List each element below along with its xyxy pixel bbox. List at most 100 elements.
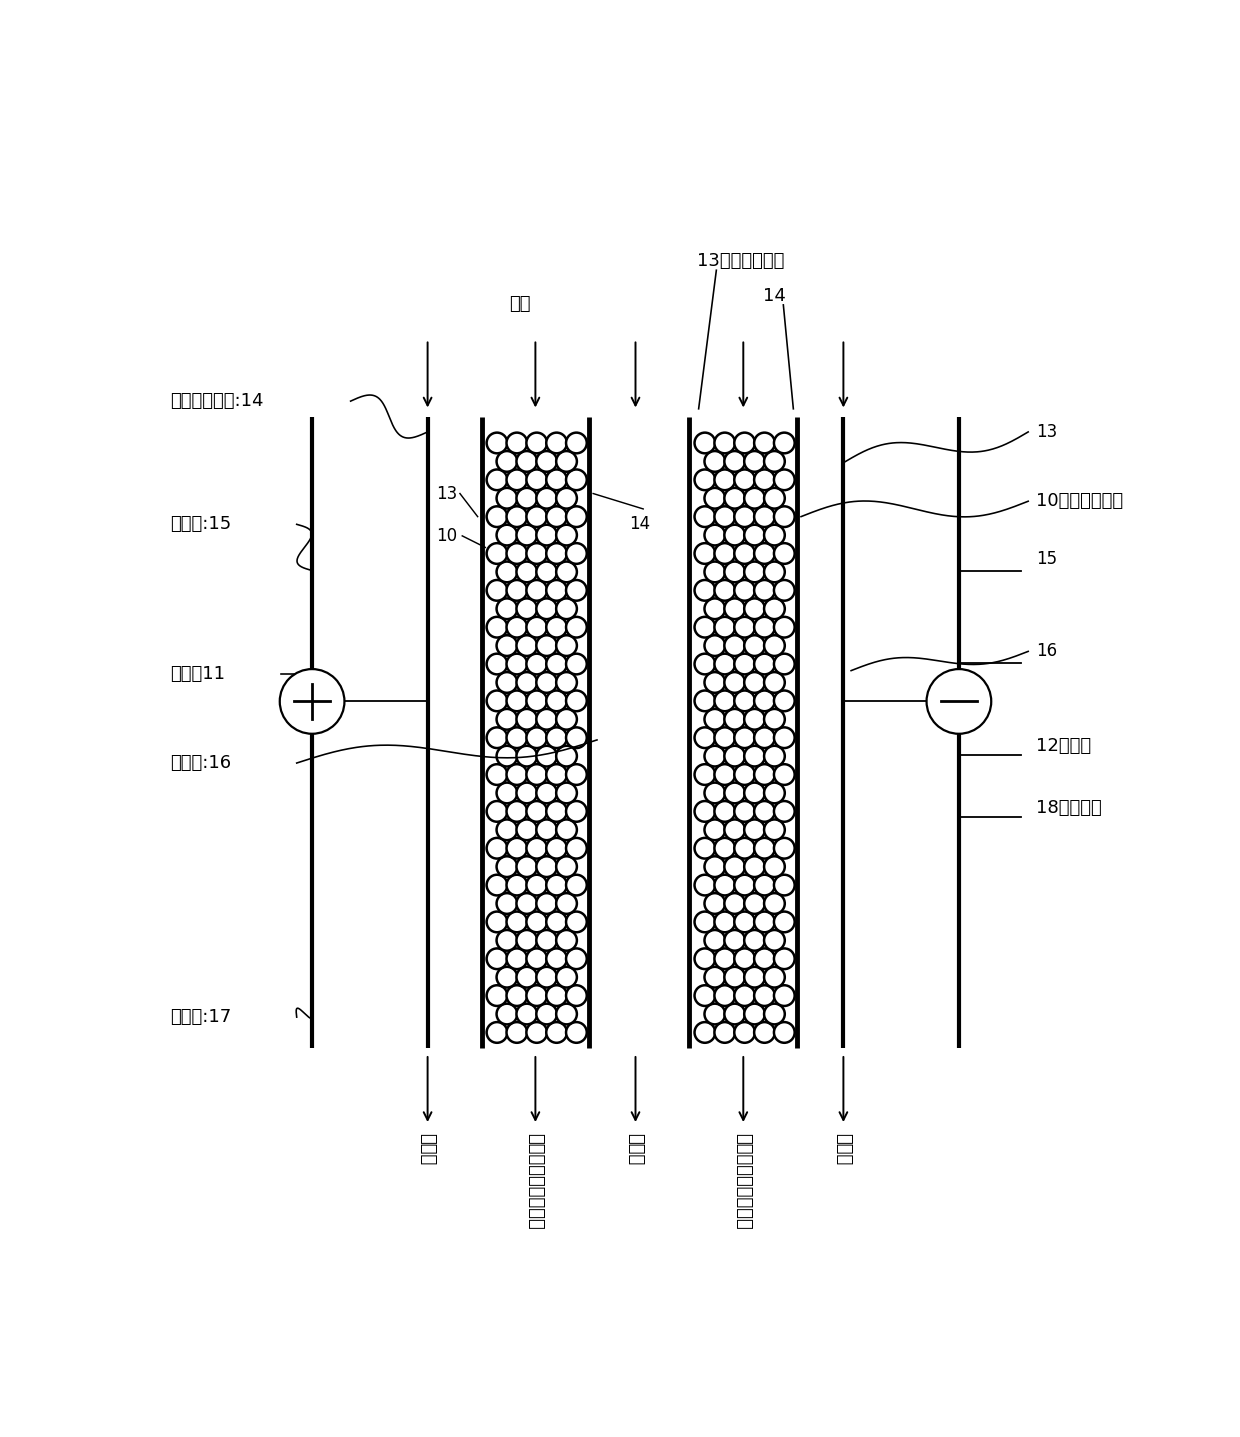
Circle shape xyxy=(714,616,735,638)
Circle shape xyxy=(774,800,795,822)
Circle shape xyxy=(486,1022,507,1043)
Circle shape xyxy=(694,470,715,490)
Circle shape xyxy=(704,783,725,803)
Circle shape xyxy=(714,470,735,490)
Circle shape xyxy=(557,894,577,914)
Circle shape xyxy=(764,930,785,951)
Circle shape xyxy=(547,581,567,601)
Circle shape xyxy=(537,562,557,582)
Circle shape xyxy=(764,635,785,655)
Circle shape xyxy=(526,691,547,711)
Circle shape xyxy=(565,800,587,822)
Circle shape xyxy=(764,1003,785,1025)
Circle shape xyxy=(486,764,507,785)
Circle shape xyxy=(537,489,557,509)
Circle shape xyxy=(714,543,735,563)
Circle shape xyxy=(744,635,765,655)
Circle shape xyxy=(694,986,715,1006)
Circle shape xyxy=(704,894,725,914)
Circle shape xyxy=(744,708,765,730)
Circle shape xyxy=(486,948,507,969)
Circle shape xyxy=(486,727,507,749)
Circle shape xyxy=(516,894,537,914)
Circle shape xyxy=(694,1022,715,1043)
Circle shape xyxy=(526,433,547,453)
Circle shape xyxy=(486,616,507,638)
Text: 浓缩水: 浓缩水 xyxy=(835,1132,852,1165)
Circle shape xyxy=(774,948,795,969)
Circle shape xyxy=(506,727,527,749)
Circle shape xyxy=(724,1003,745,1025)
Circle shape xyxy=(734,838,755,858)
Circle shape xyxy=(565,616,587,638)
Circle shape xyxy=(565,581,587,601)
Circle shape xyxy=(547,616,567,638)
Circle shape xyxy=(694,727,715,749)
Circle shape xyxy=(724,783,745,803)
Circle shape xyxy=(486,838,507,858)
Circle shape xyxy=(557,967,577,987)
Circle shape xyxy=(537,783,557,803)
Circle shape xyxy=(537,967,557,987)
Circle shape xyxy=(557,673,577,693)
Circle shape xyxy=(496,562,517,582)
Circle shape xyxy=(496,930,517,951)
Circle shape xyxy=(724,451,745,471)
Circle shape xyxy=(547,727,567,749)
Circle shape xyxy=(754,654,775,674)
Circle shape xyxy=(714,727,735,749)
Circle shape xyxy=(557,598,577,619)
Circle shape xyxy=(516,598,537,619)
Circle shape xyxy=(557,1003,577,1025)
Circle shape xyxy=(496,819,517,841)
Text: 阳极室:17: 阳极室:17 xyxy=(170,1009,231,1026)
Circle shape xyxy=(704,967,725,987)
Circle shape xyxy=(547,764,567,785)
Circle shape xyxy=(486,875,507,895)
Circle shape xyxy=(516,930,537,951)
Circle shape xyxy=(764,451,785,471)
Circle shape xyxy=(496,783,517,803)
Circle shape xyxy=(526,986,547,1006)
Circle shape xyxy=(744,819,765,841)
Circle shape xyxy=(526,1022,547,1043)
Text: 原水: 原水 xyxy=(510,295,531,313)
Circle shape xyxy=(774,654,795,674)
Circle shape xyxy=(565,1022,587,1043)
Circle shape xyxy=(694,654,715,674)
Circle shape xyxy=(734,875,755,895)
Circle shape xyxy=(496,894,517,914)
Circle shape xyxy=(565,986,587,1006)
Circle shape xyxy=(724,598,745,619)
Circle shape xyxy=(744,451,765,471)
Circle shape xyxy=(774,875,795,895)
Text: 14: 14 xyxy=(629,516,650,533)
Circle shape xyxy=(734,543,755,563)
Circle shape xyxy=(704,856,725,877)
Circle shape xyxy=(694,838,715,858)
Circle shape xyxy=(774,691,795,711)
Circle shape xyxy=(694,433,715,453)
Circle shape xyxy=(537,1003,557,1025)
Circle shape xyxy=(537,451,557,471)
Circle shape xyxy=(764,894,785,914)
Circle shape xyxy=(537,635,557,655)
Circle shape xyxy=(774,581,795,601)
Circle shape xyxy=(496,489,517,509)
Circle shape xyxy=(496,746,517,766)
Circle shape xyxy=(486,800,507,822)
Circle shape xyxy=(506,506,527,527)
Circle shape xyxy=(694,948,715,969)
Text: 15: 15 xyxy=(1035,550,1056,568)
Circle shape xyxy=(724,489,745,509)
Circle shape xyxy=(565,875,587,895)
Circle shape xyxy=(506,986,527,1006)
Circle shape xyxy=(704,489,725,509)
Circle shape xyxy=(724,856,745,877)
Circle shape xyxy=(734,727,755,749)
Circle shape xyxy=(557,635,577,655)
Circle shape xyxy=(506,875,527,895)
Circle shape xyxy=(764,967,785,987)
Circle shape xyxy=(526,948,547,969)
Circle shape xyxy=(704,930,725,951)
